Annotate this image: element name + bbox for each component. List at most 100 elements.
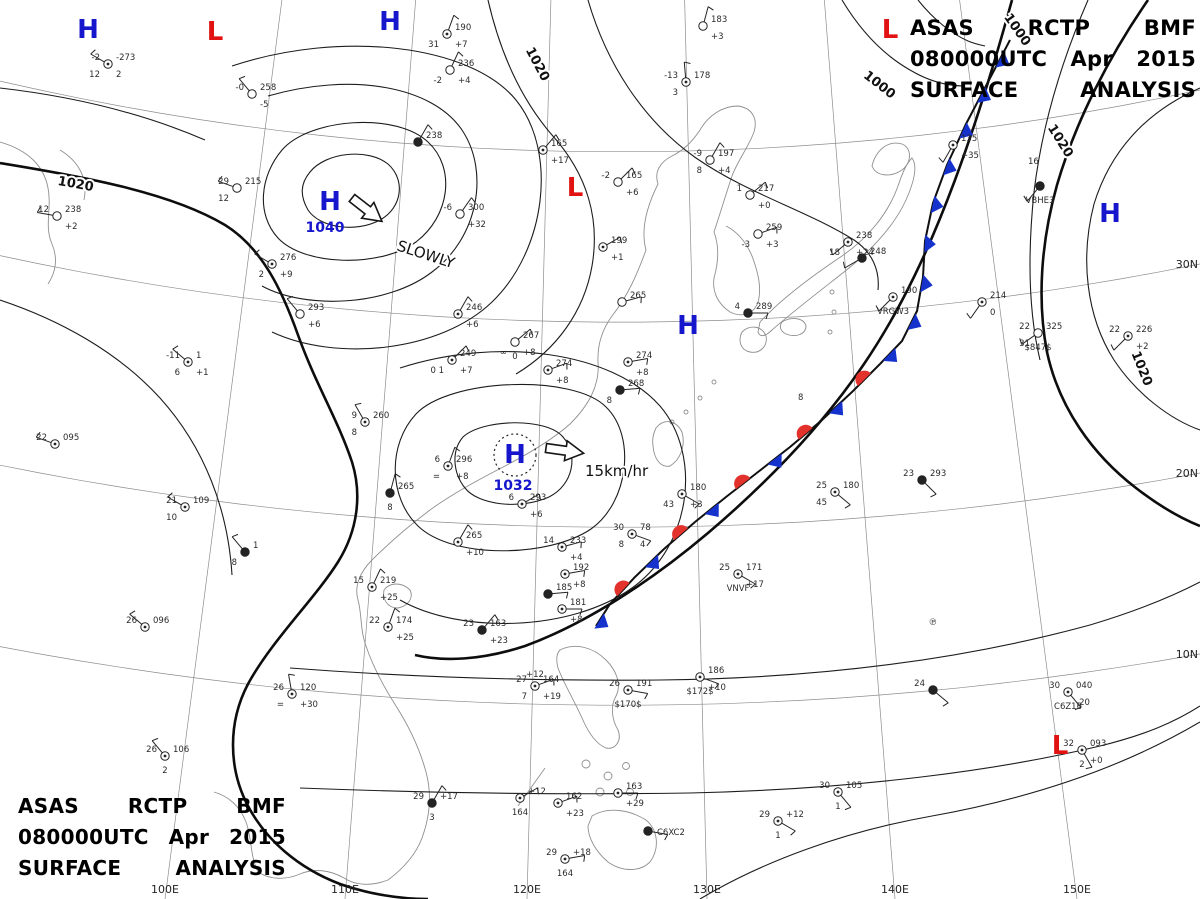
wind-barb-tick bbox=[35, 431, 41, 438]
pressure-center-H: H bbox=[319, 187, 341, 217]
wind-barb bbox=[624, 387, 640, 391]
station-text: 1 bbox=[775, 831, 780, 841]
title-word: SURFACE bbox=[910, 77, 1019, 102]
station-text: -9 bbox=[694, 149, 702, 159]
station-text: 293 bbox=[930, 469, 946, 479]
station-plot: 267 +8 ∞ 0 bbox=[500, 328, 539, 362]
station-dot bbox=[563, 572, 567, 576]
station-text: 2 bbox=[1079, 760, 1084, 770]
station-text: 186 bbox=[708, 666, 724, 676]
wind-barb-tick bbox=[631, 167, 636, 174]
wind-barb bbox=[844, 259, 859, 269]
wind-barb-tick bbox=[465, 345, 470, 352]
latitude-label: 30N bbox=[1176, 258, 1198, 271]
station-dot bbox=[445, 32, 449, 36]
station-text: 14 bbox=[543, 536, 554, 546]
station-dot bbox=[630, 532, 634, 536]
station-plot: 265 bbox=[617, 291, 646, 307]
wind-barb-tick bbox=[380, 568, 386, 574]
misc-label: ℗ bbox=[929, 618, 938, 628]
station-dot bbox=[446, 464, 450, 468]
station-plot: 249 +7 0 1 bbox=[430, 345, 476, 376]
station-text: 8 bbox=[798, 393, 803, 403]
station-text: 31 bbox=[428, 40, 439, 50]
station-circle bbox=[705, 155, 715, 165]
wind-barb-tick bbox=[529, 328, 534, 336]
wind-barb bbox=[484, 614, 496, 628]
island-izu bbox=[827, 329, 833, 335]
meridian-line bbox=[684, 0, 708, 899]
island-visayas bbox=[581, 759, 591, 769]
wind-barb bbox=[354, 404, 364, 419]
station-dot bbox=[680, 492, 684, 496]
station-plot: 22 174 +25 bbox=[369, 607, 414, 643]
station-plot: 26 191 $170$ bbox=[609, 679, 652, 710]
station-dot bbox=[363, 420, 367, 424]
station-plot: 22 095 bbox=[35, 431, 79, 449]
station-plot: VBHE3 bbox=[1023, 181, 1054, 206]
cold-front-symbol bbox=[829, 401, 844, 416]
island-ryukyu bbox=[683, 409, 689, 415]
title-line-datetime: 080000UTC Apr 2015 bbox=[910, 43, 1196, 74]
wind-barb bbox=[451, 51, 459, 67]
terrain-squiggle bbox=[59, 149, 86, 201]
station-text: +7 bbox=[460, 366, 473, 376]
station-plot: -9 197 +4 8 bbox=[694, 142, 734, 176]
parallel-line bbox=[0, 255, 1200, 323]
isobar-path bbox=[487, 0, 595, 375]
latitude-label: 10N bbox=[1176, 648, 1198, 661]
wind-barb bbox=[36, 436, 52, 444]
station-text: VRGW3 bbox=[877, 307, 909, 317]
station-text: +24 bbox=[856, 248, 874, 258]
isobar-value-label: 1020 bbox=[56, 174, 94, 195]
station-plot: 163 +29 bbox=[613, 782, 644, 809]
station-plot: 192 +8 bbox=[560, 563, 589, 590]
wind-barb-tick bbox=[844, 504, 851, 509]
wind-barb bbox=[1026, 188, 1038, 202]
station-text: 095 bbox=[63, 433, 79, 443]
station-plot: 26 106 2 bbox=[146, 737, 189, 776]
station-text: +10 bbox=[708, 683, 726, 693]
station-text: 185 bbox=[556, 583, 572, 593]
isobar-path bbox=[399, 351, 686, 625]
station-plot: 293 +6 bbox=[286, 295, 324, 330]
station-dot bbox=[163, 754, 167, 758]
wind-barb-tick bbox=[707, 6, 714, 11]
station-text: VNVF bbox=[727, 584, 750, 594]
isobar-bold-path-1020-east bbox=[414, 0, 1014, 661]
wind-barb-tick bbox=[842, 261, 846, 269]
station-plot: 23 163 +23 bbox=[463, 614, 508, 646]
station-plot: C6XC2 bbox=[643, 826, 685, 841]
station-text: 105 bbox=[846, 781, 862, 791]
station-dot bbox=[386, 625, 390, 629]
front-layer bbox=[594, 39, 1011, 629]
title-word: BMF bbox=[1143, 15, 1196, 40]
movement-arrow-icon bbox=[544, 439, 586, 462]
station-text: 249 bbox=[460, 349, 476, 359]
station-circle bbox=[615, 385, 625, 395]
station-text: 2 bbox=[116, 70, 121, 80]
station-text: +4 bbox=[458, 76, 471, 86]
wind-barb-tick bbox=[1110, 344, 1115, 351]
station-dot bbox=[1066, 690, 1070, 694]
wind-barb-tick bbox=[394, 473, 401, 478]
station-plot: 238 +24 18 bbox=[829, 231, 874, 258]
station-plot: 21 109 10 bbox=[166, 492, 209, 523]
wind-barb bbox=[551, 362, 567, 370]
wind-barb-tick bbox=[790, 830, 796, 836]
station-text: 215 bbox=[245, 177, 261, 187]
station-text: 2 bbox=[259, 270, 264, 280]
station-text: +8 bbox=[456, 472, 469, 482]
station-text: 32 bbox=[1063, 739, 1074, 749]
wind-barb bbox=[419, 124, 429, 139]
wind-barb-tick bbox=[555, 134, 560, 141]
station-text: 8 bbox=[607, 396, 612, 406]
title-word: 2015 bbox=[229, 824, 286, 849]
station-circle bbox=[385, 488, 395, 498]
meridian-line bbox=[164, 0, 283, 899]
station-dot bbox=[891, 295, 895, 299]
wind-barb bbox=[635, 534, 651, 542]
station-dot bbox=[980, 300, 984, 304]
station-text: 29 bbox=[546, 848, 557, 858]
